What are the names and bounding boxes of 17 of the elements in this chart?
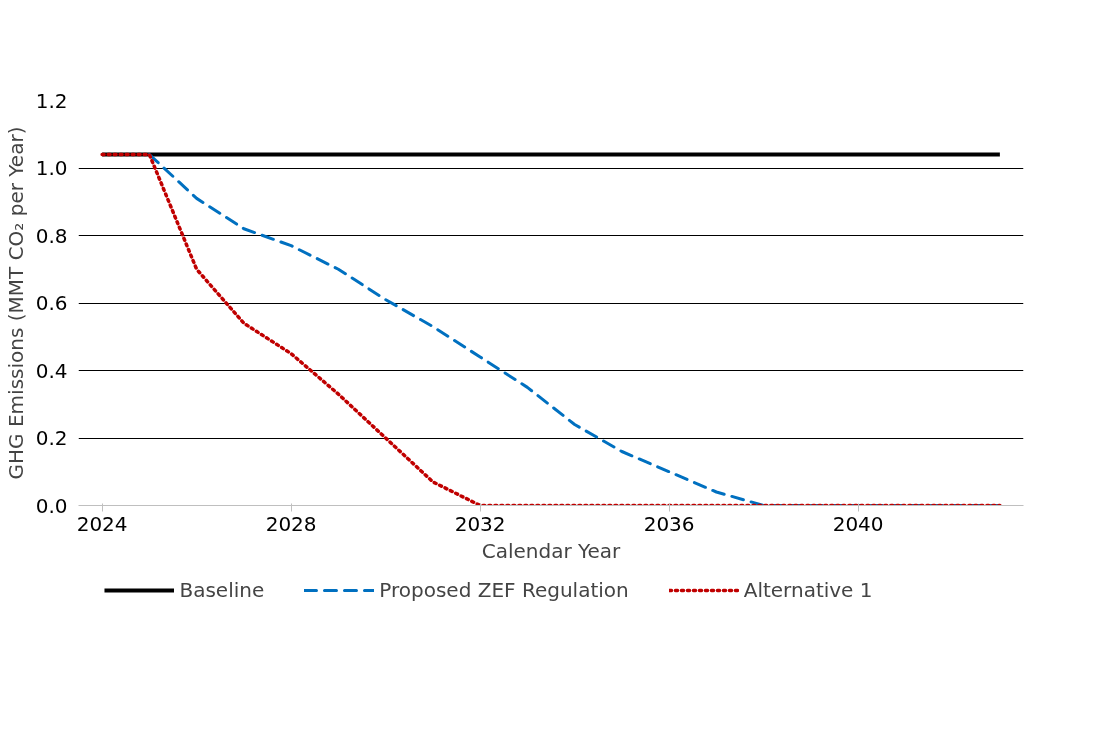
y-tick-label: 0.0 xyxy=(35,493,68,518)
x-tick-label: 2040 xyxy=(832,511,884,536)
legend-label: Alternative 1 xyxy=(743,578,873,602)
x-tick-label: 2036 xyxy=(643,511,695,536)
y-tick-label: 0.8 xyxy=(35,223,68,248)
x-tick-label: 2028 xyxy=(265,511,317,536)
y-axis-title: GHG Emissions (MMT CO₂ per Year) xyxy=(3,126,28,480)
y-tick-label: 0.4 xyxy=(35,358,68,383)
y-tick-label: 0.2 xyxy=(35,426,68,450)
legend-label: Proposed ZEF Regulation xyxy=(379,578,629,602)
y-tick-label: 1.2 xyxy=(35,88,68,113)
y-tick-label: 1.0 xyxy=(35,156,68,180)
y-tick-label: 0.6 xyxy=(35,291,68,315)
x-tick-label: 2024 xyxy=(76,511,128,536)
x-tick-label: 2032 xyxy=(454,511,506,536)
x-axis-title: Calendar Year xyxy=(481,538,622,563)
legend-label: Baseline xyxy=(179,578,265,602)
